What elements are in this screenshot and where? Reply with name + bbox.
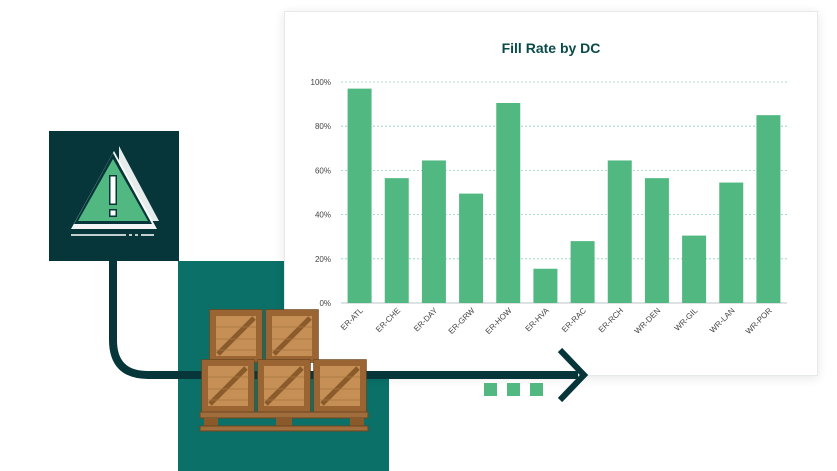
bar-wr-den (644, 178, 669, 303)
x-tick-label: ER-HVA (524, 306, 552, 334)
bar-er-hva (533, 268, 558, 303)
bar-wr-gil (682, 235, 707, 303)
y-tick-label: 20% (315, 255, 331, 264)
x-tick-label: ER-CHE (374, 306, 402, 334)
dot-3 (530, 383, 543, 396)
y-tick-label: 100% (311, 78, 331, 87)
y-tick-label: 80% (315, 122, 331, 131)
crate-bottom-middle (258, 360, 310, 412)
alert-panel (49, 131, 179, 261)
crate-top-left (210, 310, 262, 362)
x-tick-label: ER-RAC (560, 306, 588, 334)
x-tick-label: ER-DAY (412, 306, 440, 334)
x-tick-label: ER-HOW (484, 306, 514, 336)
bar-er-grw (459, 193, 484, 303)
x-tick-label: ER-RCH (597, 306, 626, 335)
y-tick-label: 60% (315, 166, 331, 175)
progress-dots (484, 383, 543, 396)
y-tick-label: 40% (315, 211, 331, 220)
x-tick-label: WR-GIL (673, 306, 700, 333)
chart-title: Fill Rate by DC (501, 40, 601, 56)
bar-er-rch (607, 160, 632, 303)
crate-bottom-left (202, 360, 254, 412)
crate-top-right (266, 310, 318, 362)
x-tick-label: WR-POR (744, 306, 774, 336)
bar-wr-por (756, 115, 781, 304)
x-tick-label: WR-LAN (708, 306, 737, 335)
dot-1 (484, 383, 497, 396)
bar-er-day (421, 160, 446, 303)
bar-er-che (384, 178, 409, 303)
bar-er-atl (347, 88, 372, 303)
warning-triangle-icon (71, 146, 159, 236)
wooden-crates-on-pallet (199, 305, 369, 432)
x-tick-label: WR-DEN (633, 306, 663, 336)
crate-bottom-right (314, 360, 366, 412)
x-tick-label: ER-GRW (447, 306, 477, 336)
bar-er-how (496, 102, 521, 304)
bar-wr-lan (719, 182, 744, 303)
dot-2 (507, 383, 520, 396)
bar-er-rac (570, 241, 595, 303)
